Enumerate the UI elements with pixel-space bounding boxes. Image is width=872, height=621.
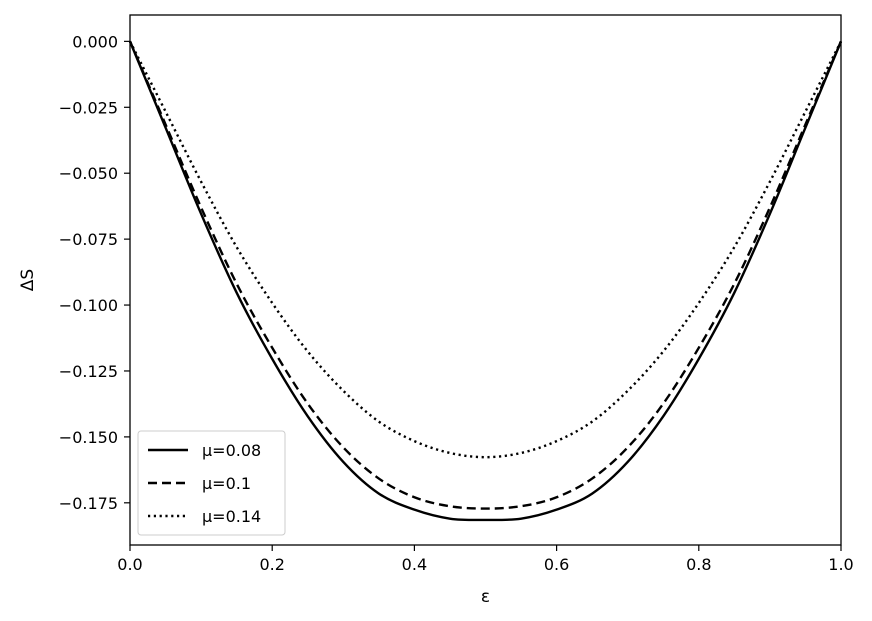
legend-box xyxy=(137,430,286,536)
x-tick-label: 0.2 xyxy=(259,555,284,574)
x-tick-label: 1.0 xyxy=(828,555,853,574)
x-axis-label: ε xyxy=(481,587,490,607)
series-line-2 xyxy=(128,40,843,510)
y-tick-label: −0.150 xyxy=(59,428,118,447)
x-tick-label: 0.4 xyxy=(402,555,427,574)
y-tick-label: −0.175 xyxy=(59,494,118,513)
y-tick-label: −0.125 xyxy=(59,362,118,381)
legend: μ=0.08 μ=0.1 μ=0.14 xyxy=(137,430,286,536)
x-tick-label: 0.6 xyxy=(544,555,569,574)
plot-frame xyxy=(129,14,842,546)
legend-label: μ=0.08 xyxy=(202,441,261,460)
y-tick-label: −0.100 xyxy=(59,296,118,315)
x-axis: 0.0 0.2 0.4 0.6 0.8 1.0 xyxy=(117,545,854,574)
legend-label: μ=0.14 xyxy=(202,507,261,526)
series-line-1 xyxy=(128,40,843,522)
y-tick-label: −0.025 xyxy=(59,98,118,117)
x-tick-label: 0.8 xyxy=(686,555,711,574)
y-tick-label: 0.000 xyxy=(72,32,118,51)
y-tick-label: −0.050 xyxy=(59,164,118,183)
y-axis-label: ΔS xyxy=(18,269,38,291)
series-layer xyxy=(128,40,843,522)
legend-label: μ=0.1 xyxy=(202,474,251,493)
x-tick-label: 0.0 xyxy=(117,555,142,574)
y-tick-label: −0.075 xyxy=(59,230,118,249)
y-axis: 0.000 −0.025 −0.050 −0.075 −0.100 −0.125 −0.15… xyxy=(59,32,130,513)
